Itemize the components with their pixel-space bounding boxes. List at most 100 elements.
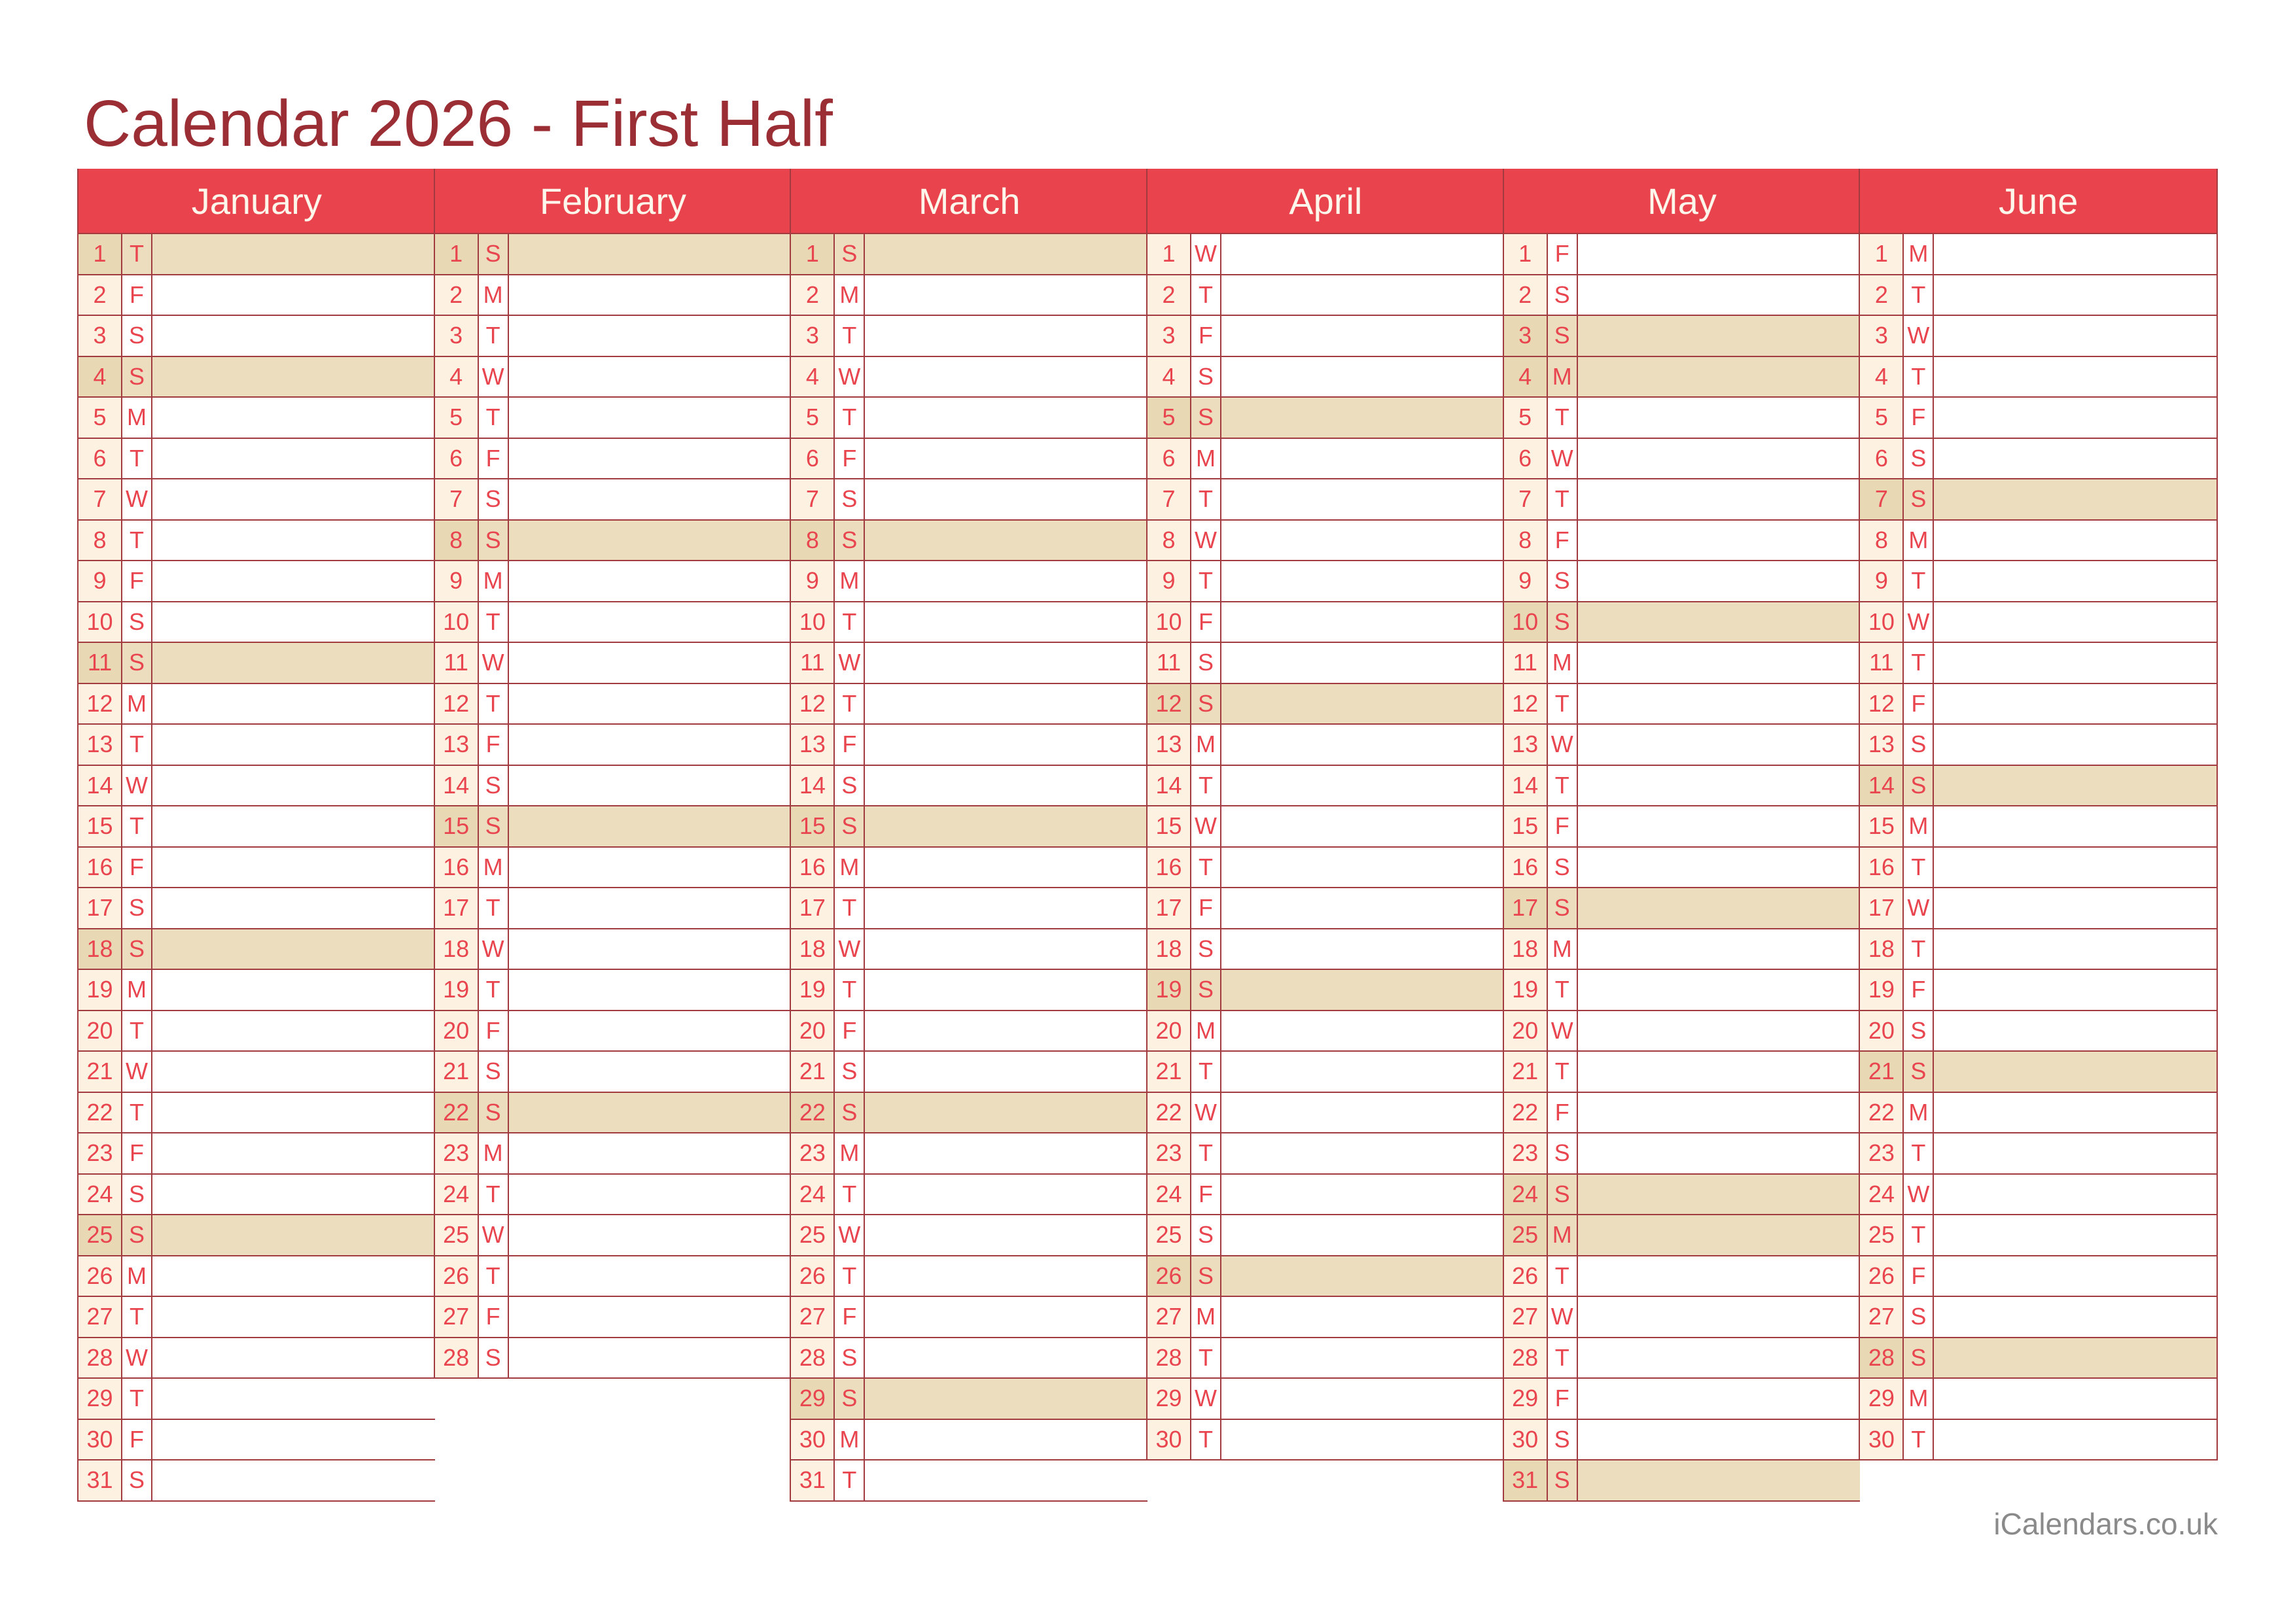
day-number-cell: 23 [1503,1133,1548,1173]
weekday-letter-cell: W [478,929,509,969]
day-row: 26 T [1503,1256,1861,1297]
weekday-letter-cell: T [1904,356,1935,396]
day-notes-cell [865,520,1148,560]
day-notes-cell [1577,1256,1861,1296]
day-number-cell: 14 [1860,765,1904,805]
weekday-letter-cell: M [122,398,152,438]
day-notes-cell [1221,847,1504,887]
weekday-letter-cell: S [1904,479,1935,519]
weekday-letter-cell: T [122,806,152,846]
day-number-cell: 14 [1503,765,1548,805]
day-number-cell: 17 [434,888,479,928]
weekday-letter-cell: M [1547,929,1578,969]
day-notes-cell [1934,520,2217,560]
weekday-letter-cell: T [1191,479,1222,519]
day-row: 11 S [1148,643,1504,684]
weekday-letter-cell: S [835,1092,866,1132]
day-row: 24 S [79,1174,435,1215]
weekday-letter-cell: T [1904,847,1935,887]
day-number-cell: 3 [1860,316,1904,356]
month-header: May [1503,169,1861,234]
day-notes-cell [152,520,435,560]
day-notes-cell [1934,398,2217,438]
day-number-cell: 2 [1148,275,1192,315]
day-number-cell: 16 [1148,847,1192,887]
day-row: 19 T [1503,970,1861,1011]
weekday-letter-cell: F [1191,602,1222,642]
day-notes-cell [152,806,435,846]
day-notes-cell [1934,1011,2217,1050]
weekday-letter-cell: M [1904,1379,1935,1419]
weekday-letter-cell: F [1547,806,1578,846]
day-number-cell: 26 [434,1256,479,1296]
day-row: 11 S [79,643,435,684]
day-notes-cell [865,1256,1148,1296]
day-number-cell: 23 [434,1133,479,1173]
day-number-cell: 19 [434,970,479,1010]
day-notes-cell [865,1338,1148,1377]
day-number-cell: 4 [791,356,835,396]
day-number-cell: 24 [434,1174,479,1214]
day-notes-cell [152,438,435,478]
day-number-cell: 25 [79,1215,122,1255]
weekday-letter-cell: T [1191,765,1222,805]
day-row: 15 T [79,806,435,848]
day-number-cell: 6 [79,438,122,478]
weekday-letter-cell: M [1904,806,1935,846]
weekday-letter-cell: T [122,1092,152,1132]
day-number-cell: 3 [1148,316,1192,356]
day-number-cell: 17 [1503,888,1548,928]
day-row: 15 W [1148,806,1504,848]
month-column-april: April 1 W 2 T 3 F 4 S 5 S 6 M 7 T 8 W 9 T 10 F 11 S 12 S 13 M 14 T 15… [1146,169,1504,1460]
weekday-letter-cell: S [122,929,152,969]
weekday-letter-cell: F [1904,1256,1935,1296]
day-number-cell: 10 [1503,602,1548,642]
day-number-cell: 21 [434,1052,479,1092]
weekday-letter-cell: T [478,1256,509,1296]
day-notes-cell [152,561,435,601]
day-notes-cell [1577,1297,1861,1337]
day-number-cell: 13 [1503,725,1548,765]
day-notes-cell [1221,1297,1504,1337]
day-number-cell: 24 [791,1174,835,1214]
day-number-cell: 29 [79,1379,122,1419]
day-number-cell: 18 [79,929,122,969]
weekday-letter-cell: W [1904,888,1935,928]
day-number-cell: 6 [791,438,835,478]
day-row: 25 T [1860,1215,2217,1256]
day-number-cell: 20 [1860,1011,1904,1050]
weekday-letter-cell: M [1904,520,1935,560]
day-notes-cell [1934,438,2217,478]
day-notes-cell [865,602,1148,642]
day-notes-cell [508,275,792,315]
weekday-letter-cell: M [478,275,509,315]
day-number-cell: 11 [1148,643,1192,683]
day-number-cell: 9 [434,561,479,601]
day-notes-cell [1934,1174,2217,1214]
day-number-cell: 27 [1860,1297,1904,1337]
day-number-cell: 21 [791,1052,835,1092]
day-number-cell: 16 [791,847,835,887]
weekday-letter-cell: T [1904,1133,1935,1173]
day-row: 20 S [1860,1011,2217,1052]
day-row: 23 T [1148,1133,1504,1175]
day-notes-cell [865,316,1148,356]
day-row: 29 M [1860,1379,2217,1420]
day-notes-cell [865,765,1148,805]
day-number-cell: 15 [1148,806,1192,846]
day-notes-cell [152,356,435,396]
day-row: 13 F [434,725,792,766]
day-notes-cell [1934,1092,2217,1132]
day-row: 15 S [791,806,1148,848]
day-number-cell: 8 [434,520,479,560]
weekday-letter-cell: F [835,438,866,478]
day-number-cell: 29 [1148,1379,1192,1419]
weekday-letter-cell: S [1904,725,1935,765]
day-row: 11 M [1503,643,1861,684]
